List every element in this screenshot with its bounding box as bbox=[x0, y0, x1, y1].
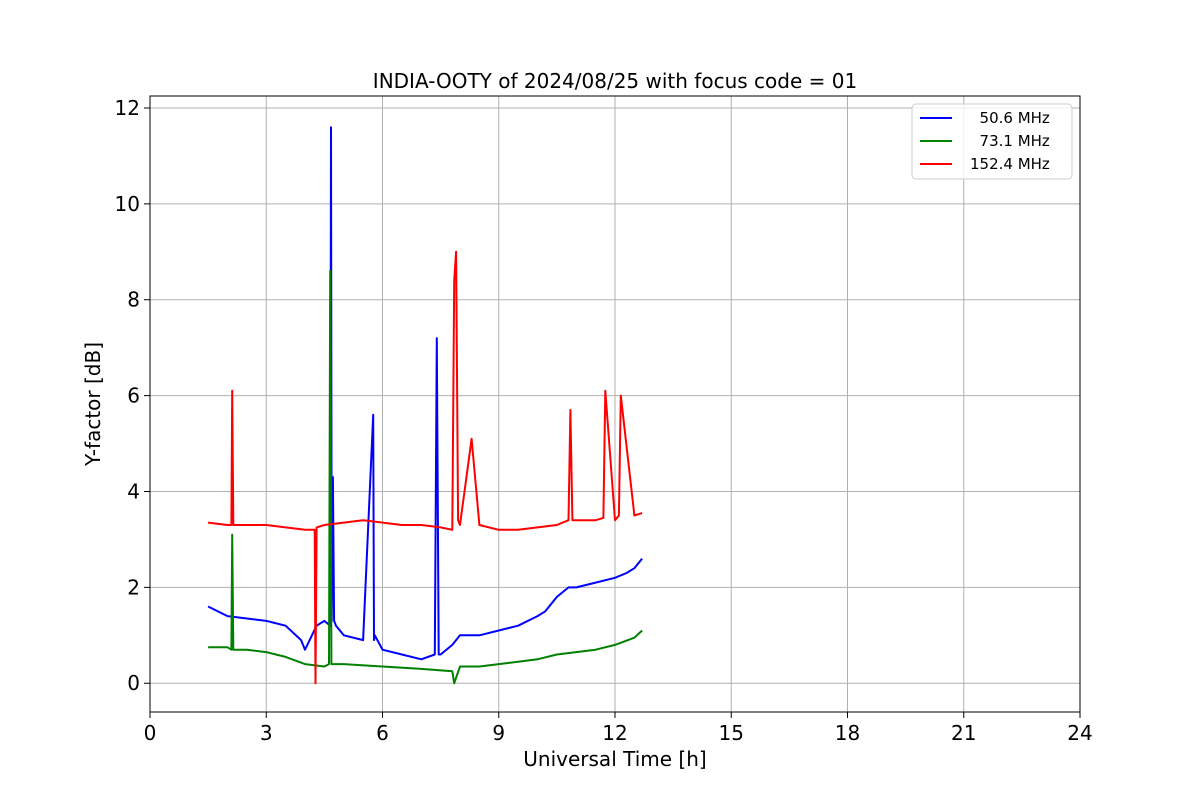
chart-title: INDIA-OOTY of 2024/08/25 with focus code… bbox=[373, 69, 857, 93]
legend-label: 73.1 MHz bbox=[970, 132, 1050, 150]
y-tick-label: 2 bbox=[127, 575, 140, 599]
series-line-2 bbox=[207, 250, 643, 685]
y-axis: 0 2 4 6 8 10 12 bbox=[115, 96, 150, 695]
series-line-0 bbox=[207, 126, 643, 661]
y-tick-label: 10 bbox=[115, 192, 140, 216]
legend-label: 50.6 MHz bbox=[970, 109, 1050, 127]
x-tick-label: 18 bbox=[835, 721, 860, 745]
y-tick-label: 12 bbox=[115, 96, 140, 120]
x-tick-label: 12 bbox=[602, 721, 627, 745]
x-axis: 0 3 6 9 12 15 18 21 24 bbox=[144, 712, 1093, 745]
x-tick-label: 21 bbox=[951, 721, 976, 745]
y-axis-label: Y-factor [dB] bbox=[81, 342, 105, 467]
series-group bbox=[207, 126, 643, 685]
legend-box bbox=[911, 103, 1073, 180]
legend-label: 152.4 MHz bbox=[970, 155, 1050, 173]
x-tick-label: 24 bbox=[1067, 721, 1092, 745]
series-line-1 bbox=[208, 270, 643, 685]
x-axis-label: Universal Time [h] bbox=[523, 747, 706, 771]
y-tick-label: 8 bbox=[127, 288, 140, 312]
grid bbox=[149, 96, 1081, 712]
y-tick-label: 4 bbox=[127, 479, 140, 503]
y-tick-label: 0 bbox=[127, 671, 140, 695]
x-tick-label: 6 bbox=[376, 721, 389, 745]
x-tick-label: 0 bbox=[144, 721, 157, 745]
x-tick-label: 3 bbox=[260, 721, 273, 745]
legend: 50.6 MHz 73.1 MHz 152.4 MHz bbox=[911, 103, 1073, 180]
x-tick-label: 9 bbox=[492, 721, 505, 745]
x-tick-label: 15 bbox=[719, 721, 744, 745]
y-tick-label: 6 bbox=[127, 384, 140, 408]
